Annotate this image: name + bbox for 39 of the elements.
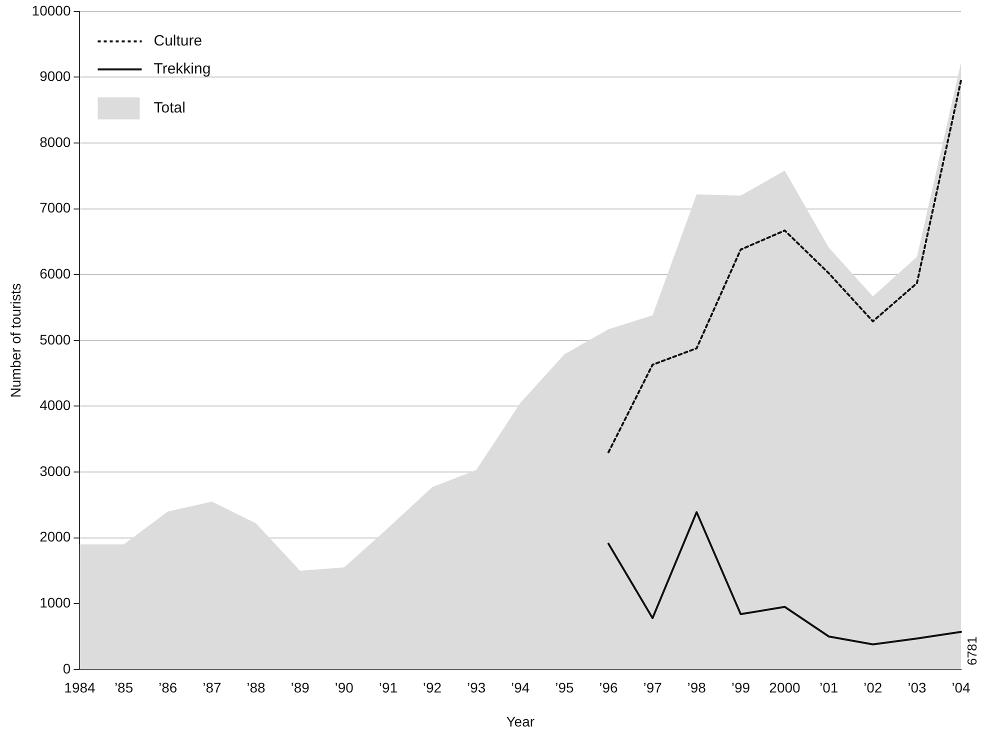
line-series <box>607 79 962 454</box>
x-tick-label: ’98 <box>687 680 706 696</box>
legend-label: Culture <box>154 32 202 50</box>
x-tick-label: ’93 <box>466 680 486 696</box>
y-tick-label: 10000 <box>32 2 71 18</box>
y-tick-label: 8000 <box>40 134 71 150</box>
y-tick-label: 3000 <box>40 462 71 479</box>
y-tick-label: 4000 <box>40 397 71 414</box>
x-tick-label: ’90 <box>334 680 354 696</box>
x-tick-label: ’99 <box>731 680 750 696</box>
x-tick-label: ’89 <box>290 680 310 696</box>
y-tick-label: 2000 <box>40 528 71 545</box>
x-tick-label: ’91 <box>378 680 398 696</box>
y-tick-label: 0 <box>62 660 71 676</box>
y-tick-label: 5000 <box>40 331 71 348</box>
y-tick-label: 9000 <box>40 68 71 84</box>
x-tick-label: ’88 <box>246 680 266 696</box>
y-axis-title: Number of tourists <box>7 283 24 398</box>
x-tick-label: ’92 <box>422 680 442 696</box>
y-tick-label: 7000 <box>40 200 71 216</box>
x-axis-title: Year <box>506 713 535 730</box>
text: 6781 <box>964 636 980 666</box>
x-tick-label: ’94 <box>511 680 530 696</box>
y-tick-label: 1000 <box>40 594 71 610</box>
x-tick-label: ’86 <box>158 680 178 696</box>
legend-label: Total <box>154 100 186 117</box>
y-tick-label: 6000 <box>40 265 71 282</box>
x-tick-label: 2000 <box>769 680 801 696</box>
x-tick-label: ’87 <box>202 680 222 696</box>
x-tick-label: ’96 <box>599 680 618 696</box>
x-tick-label: ’02 <box>864 680 882 696</box>
x-tick-label: ’95 <box>555 680 574 696</box>
x-tick-label: ’03 <box>908 680 926 696</box>
x-tick-label: ’97 <box>643 680 662 696</box>
x-tick-label: 1984 <box>64 680 96 696</box>
x-tick-label: ’01 <box>819 680 838 696</box>
x-tick-label: ’04 <box>952 680 971 696</box>
legend-label: Trekking <box>154 60 211 78</box>
x-tick-label: ’85 <box>114 680 134 696</box>
